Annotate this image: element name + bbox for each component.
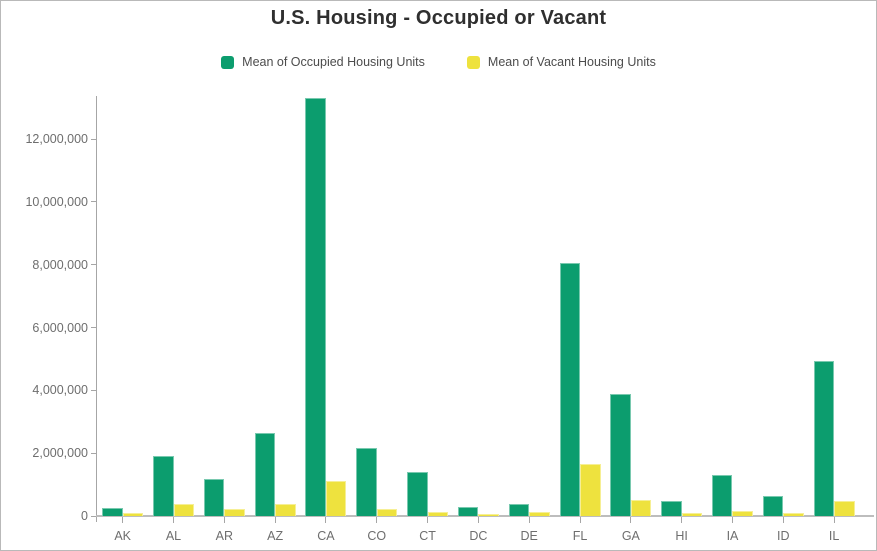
chart-legend: Mean of Occupied Housing Units Mean of Va…: [1, 55, 876, 69]
bar-id-vacant[interactable]: [783, 512, 804, 516]
bar-ar-occupied[interactable]: [203, 479, 225, 516]
x-axis-tick: [731, 517, 733, 523]
bar-al-occupied[interactable]: [153, 456, 174, 516]
y-axis-line: [96, 96, 97, 522]
bar-dc-occupied[interactable]: [457, 507, 479, 516]
bar-ar-vacant[interactable]: [224, 508, 245, 516]
x-axis-label-al: AL: [165, 529, 182, 543]
bar-hi-vacant[interactable]: [681, 512, 703, 516]
bar-ct-occupied[interactable]: [407, 472, 428, 516]
bar-il-occupied[interactable]: [813, 360, 835, 516]
x-axis-tick: [681, 517, 683, 523]
bar-hi-occupied[interactable]: [661, 501, 682, 516]
x-axis-tick: [833, 517, 835, 523]
y-axis-tick: [91, 327, 96, 329]
y-axis-label: 12,000,000: [25, 132, 88, 147]
bar-ak-vacant[interactable]: [122, 513, 144, 516]
bar-ak-occupied[interactable]: [102, 507, 123, 516]
y-axis-label: 8,000,000: [32, 257, 88, 272]
x-axis-line: [96, 515, 874, 517]
bar-fl-occupied[interactable]: [559, 263, 581, 516]
x-axis-label-ak: AK: [114, 529, 132, 543]
x-axis-tick: [782, 517, 784, 523]
x-axis-tick: [427, 517, 429, 523]
bar-ia-vacant[interactable]: [732, 511, 753, 516]
x-axis-label-ga: GA: [621, 529, 640, 543]
bar-co-occupied[interactable]: [356, 448, 377, 516]
legend-label: Mean of Occupied Housing Units: [242, 55, 425, 69]
y-axis-label: 6,000,000: [32, 320, 88, 335]
y-axis-tick: [91, 515, 96, 517]
bar-az-occupied[interactable]: [254, 432, 276, 516]
bar-id-occupied[interactable]: [762, 495, 784, 516]
bar-ga-occupied[interactable]: [610, 394, 631, 516]
x-axis-tick: [274, 517, 276, 523]
x-axis-tick: [477, 517, 479, 523]
x-axis-tick: [579, 517, 581, 523]
x-axis-label-co: CO: [367, 529, 387, 543]
y-axis-tick: [91, 138, 96, 140]
x-axis-label-ct: CT: [419, 529, 436, 543]
y-axis-label: 4,000,000: [32, 383, 88, 398]
legend-swatch-icon: [221, 55, 235, 69]
x-axis-tick: [122, 517, 124, 523]
y-axis-tick: [91, 452, 96, 454]
x-axis-tick: [325, 517, 327, 523]
x-axis-label-az: AZ: [267, 529, 284, 543]
legend-label: Mean of Vacant Housing Units: [487, 55, 656, 69]
bar-al-vacant[interactable]: [173, 503, 194, 516]
x-axis-tick: [223, 517, 225, 523]
legend-item-vacant[interactable]: Mean of Vacant Housing Units: [466, 55, 656, 69]
chart-title: U.S. Housing - Occupied or Vacant: [270, 7, 607, 29]
bar-ca-occupied[interactable]: [305, 98, 326, 516]
y-axis-label: 2,000,000: [32, 446, 88, 461]
x-axis-tick: [173, 517, 174, 523]
x-axis-label-il: IL: [828, 529, 840, 543]
x-axis-label-ar: AR: [215, 529, 234, 543]
y-axis-label: 0: [81, 509, 88, 523]
y-axis-tick: [91, 264, 96, 266]
x-axis-tick: [376, 517, 378, 523]
x-axis-tick: [630, 517, 632, 523]
x-axis-label-id: ID: [777, 529, 790, 543]
bar-ia-occupied[interactable]: [711, 475, 733, 516]
bar-fl-vacant[interactable]: [580, 464, 601, 516]
bar-ca-vacant[interactable]: [325, 480, 347, 516]
x-axis-label-hi: HI: [675, 529, 688, 543]
x-axis-label-de: DE: [520, 529, 538, 543]
x-axis-label-ca: CA: [317, 529, 335, 543]
bar-ga-vacant[interactable]: [630, 500, 652, 516]
y-axis-tick: [91, 389, 96, 391]
y-axis-tick: [91, 201, 96, 203]
x-axis-label-fl: FL: [572, 529, 588, 543]
bar-de-vacant[interactable]: [529, 511, 550, 516]
bar-il-vacant[interactable]: [834, 500, 855, 516]
x-axis-label-dc: DC: [469, 529, 488, 543]
bar-dc-vacant[interactable]: [478, 514, 499, 516]
y-axis-label: 10,000,000: [25, 194, 88, 209]
x-axis-tick: [528, 517, 530, 523]
x-axis-label-ia: IA: [726, 529, 739, 543]
legend-swatch-icon: [466, 55, 480, 69]
legend-item-occupied[interactable]: Mean of Occupied Housing Units: [221, 55, 425, 69]
bar-co-vacant[interactable]: [376, 508, 398, 516]
bar-de-occupied[interactable]: [508, 503, 530, 516]
bar-az-vacant[interactable]: [275, 503, 296, 516]
bar-ct-vacant[interactable]: [427, 511, 449, 516]
